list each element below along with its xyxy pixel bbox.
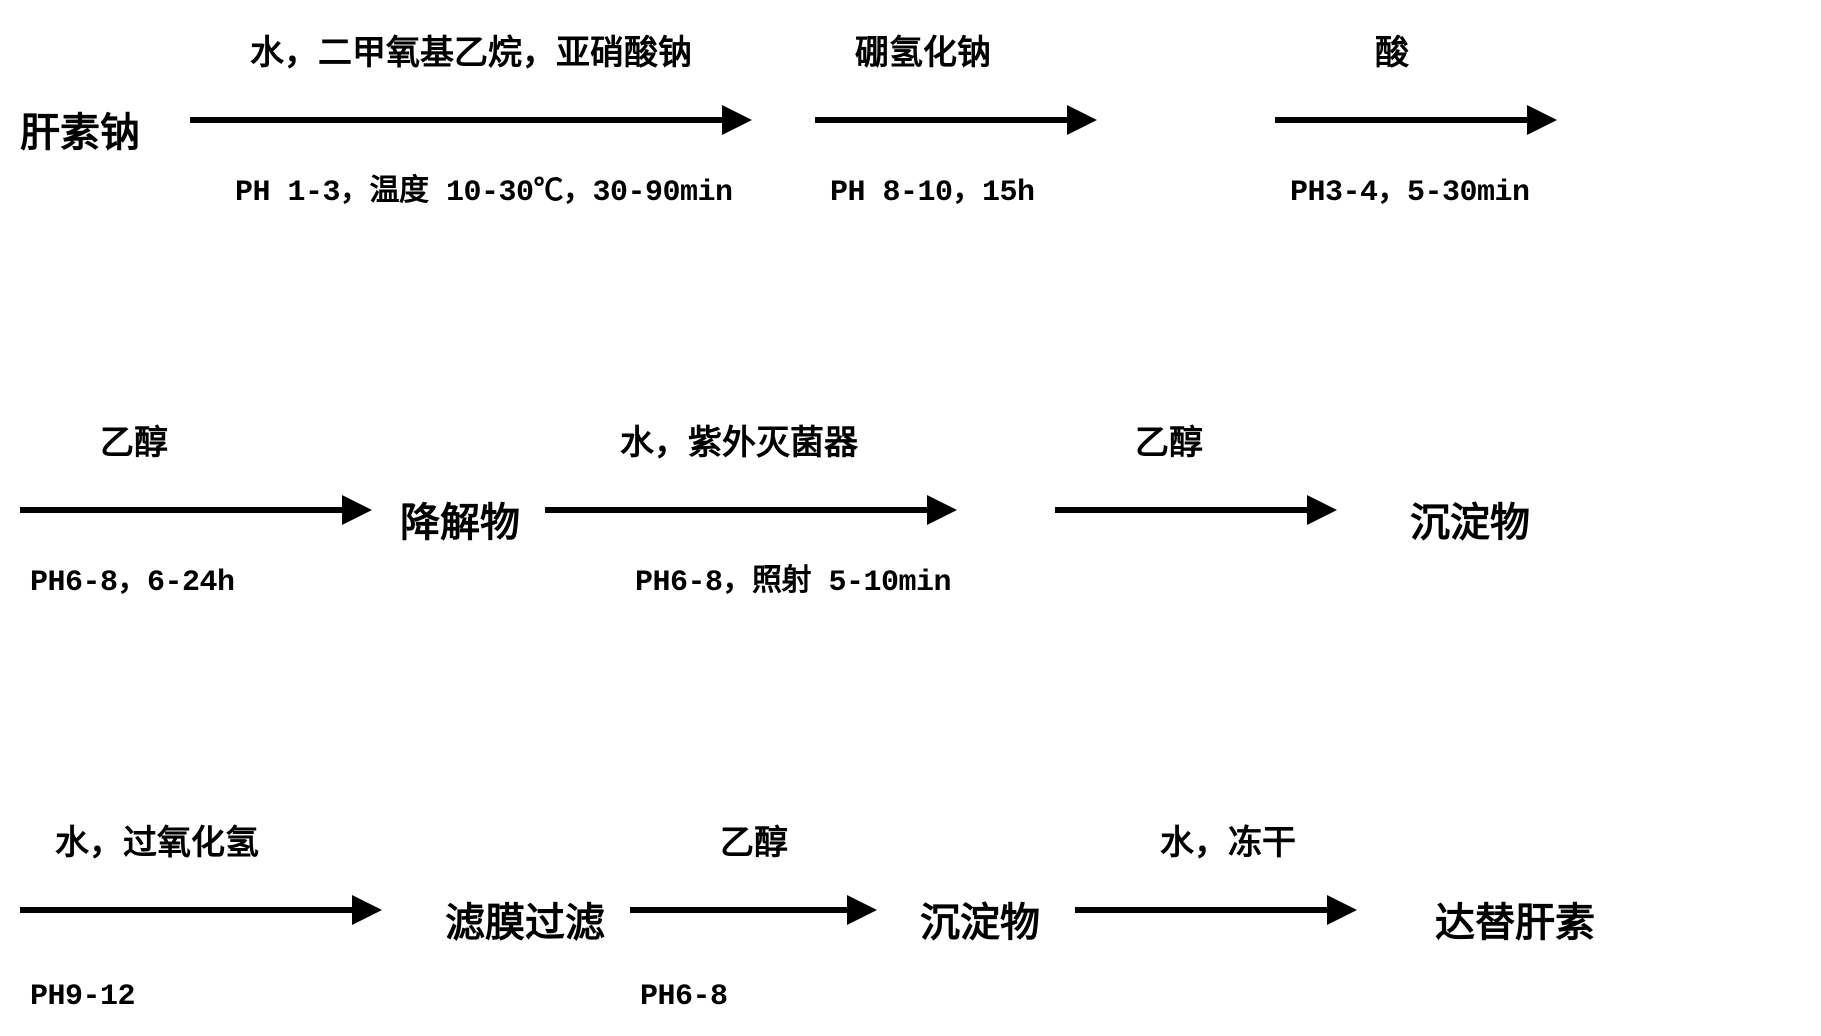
step3-conditions: PH3-4，5-30min (1290, 165, 1530, 210)
step2-conditions: PH 8-10，15h (830, 165, 1035, 210)
node-start: 肝素钠 (20, 100, 140, 158)
step1-conditions: PH 1-3，温度 10-30℃，30-90min (235, 165, 733, 210)
step6-reagents: 乙醇 (1135, 415, 1203, 464)
step8-conditions: PH6-8 (640, 980, 728, 1014)
node-filtration: 滤膜过滤 (445, 890, 605, 948)
step7-conditions: PH9-12 (30, 980, 135, 1014)
node-product: 达替肝素 (1435, 890, 1595, 948)
step2-reagents: 硼氢化钠 (855, 25, 991, 74)
node-degradate: 降解物 (400, 490, 520, 548)
step5-reagents: 水，紫外灭菌器 (620, 415, 858, 464)
step8-reagents: 乙醇 (720, 815, 788, 864)
step9-reagents: 水，冻干 (1160, 815, 1296, 864)
step4-reagents: 乙醇 (100, 415, 168, 464)
step7-reagents: 水，过氧化氢 (55, 815, 259, 864)
step1-reagents: 水，二甲氧基乙烷，亚硝酸钠 (250, 25, 692, 74)
node-precipitate2: 沉淀物 (920, 890, 1040, 948)
step3-reagents: 酸 (1375, 25, 1409, 74)
step5-conditions: PH6-8，照射 5-10min (635, 555, 951, 600)
step4-conditions: PH6-8，6-24h (30, 555, 235, 600)
node-precipitate1: 沉淀物 (1410, 490, 1530, 548)
